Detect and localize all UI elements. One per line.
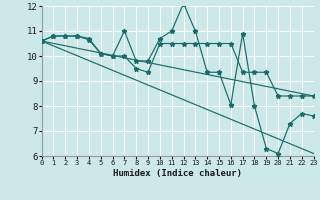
X-axis label: Humidex (Indice chaleur): Humidex (Indice chaleur) [113,169,242,178]
